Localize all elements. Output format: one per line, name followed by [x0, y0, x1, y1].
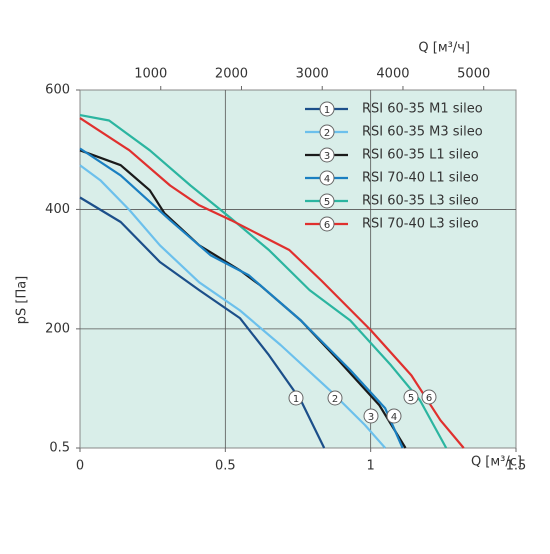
x-axis-label: Q [м³/с]: [471, 455, 522, 470]
x2-axis-label: Q [м³/ч]: [418, 41, 470, 56]
curve-marker-label: 6: [426, 393, 432, 404]
y-tick-label: 200: [45, 321, 70, 336]
legend-label: RSI 60-35 L3 sileo: [362, 194, 479, 209]
curve-marker: [421, 389, 437, 405]
curve-marker: [403, 389, 419, 405]
y-tick-label: 0.5: [49, 441, 70, 456]
x2-tick-label: 3000: [296, 67, 329, 82]
legend-marker: [319, 193, 335, 209]
legend-marker-label: 4: [324, 174, 330, 185]
y-axis-label: pS [Па]: [15, 276, 30, 325]
curve-marker-label: 2: [332, 394, 338, 405]
curve-marker-label: 4: [391, 412, 397, 423]
x2-tick-label: 1000: [134, 67, 167, 82]
legend-marker: [319, 216, 335, 232]
curve-marker: [327, 390, 343, 406]
x2-tick-label: 2000: [215, 67, 248, 82]
legend-label: RSI 70-40 L1 sileo: [362, 171, 479, 186]
curve-marker: [386, 408, 402, 424]
legend-marker-label: 2: [324, 128, 330, 139]
legend-marker: [319, 147, 335, 163]
legend-marker: [319, 124, 335, 140]
curve-marker-label: 5: [408, 393, 414, 404]
curve-marker: [363, 408, 379, 424]
x-tick-label: 1.5: [506, 459, 527, 474]
curve-marker-label: 1: [293, 394, 299, 405]
legend-marker-label: 3: [324, 151, 330, 162]
legend-marker-label: 1: [324, 105, 330, 116]
legend-label: RSI 60-35 M1 sileo: [362, 102, 483, 117]
plot-area: [79, 89, 517, 449]
y-tick-label: 400: [45, 202, 70, 217]
legend-label: RSI 60-35 L1 sileo: [362, 148, 479, 163]
legend-label: RSI 60-35 M3 sileo: [362, 125, 483, 140]
curve-marker: [288, 390, 304, 406]
x2-tick-label: 5000: [457, 67, 490, 82]
y-tick-label: 600: [45, 83, 70, 98]
curve-marker-label: 3: [368, 412, 374, 423]
legend-label: RSI 70-40 L3 sileo: [362, 217, 479, 232]
legend-marker: [319, 101, 335, 117]
legend-marker-label: 5: [324, 197, 330, 208]
x2-tick-label: 4000: [376, 67, 409, 82]
legend-marker: [319, 170, 335, 186]
series-line: [79, 117, 465, 449]
x-tick-label: 0.5: [215, 459, 236, 474]
series-line: [79, 147, 404, 449]
legend-marker-label: 6: [324, 220, 330, 231]
series-line: [79, 114, 448, 449]
series-line: [79, 164, 387, 449]
x-tick-label: 0: [76, 459, 84, 474]
x-tick-label: 1: [367, 459, 375, 474]
